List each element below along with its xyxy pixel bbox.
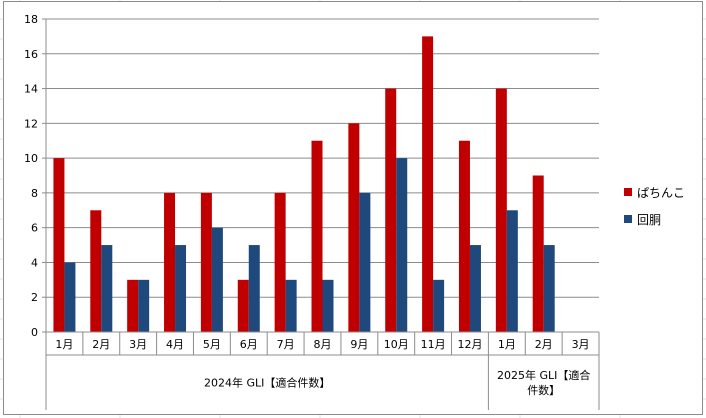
bar-series2[interactable] bbox=[64, 262, 76, 332]
y-tick-label: 12 bbox=[24, 117, 38, 130]
bar-series2[interactable] bbox=[469, 245, 481, 332]
y-tick-label: 2 bbox=[31, 291, 38, 304]
x-group-label: 件数】 bbox=[527, 384, 560, 397]
bar-series1[interactable] bbox=[422, 36, 434, 333]
bar-series1[interactable] bbox=[90, 210, 102, 332]
x-tick-label: 10月 bbox=[384, 338, 409, 351]
y-tick-label: 0 bbox=[31, 326, 38, 339]
x-group-label: 2025年 GLI【適合 bbox=[497, 368, 590, 382]
x-tick-label: 4月 bbox=[166, 338, 184, 351]
bar-series2[interactable] bbox=[359, 192, 371, 332]
bar-series1[interactable] bbox=[495, 88, 507, 332]
y-tick-label: 10 bbox=[24, 152, 38, 165]
bar-series1[interactable] bbox=[274, 192, 286, 332]
bar-series2[interactable] bbox=[506, 210, 518, 332]
x-tick-label: 6月 bbox=[240, 338, 258, 351]
x-tick-label: 5月 bbox=[203, 338, 221, 351]
x-tick-label: 2月 bbox=[535, 338, 553, 351]
bar-series1[interactable] bbox=[458, 140, 470, 332]
y-tick-label: 18 bbox=[24, 13, 38, 26]
chart-area[interactable]: 0 2 4 6 8 10 12 14 16 18 1月 2月 3月 4月 5月 6月 7月 8月 9月 10月 11月 1… bbox=[3, 1, 703, 415]
y-tick-label: 14 bbox=[24, 83, 38, 96]
bar-series1[interactable] bbox=[53, 158, 65, 332]
x-tick-label: 1月 bbox=[55, 338, 73, 351]
bar-series2[interactable] bbox=[138, 279, 150, 332]
bar-series1[interactable] bbox=[385, 88, 397, 332]
x-tick-label: 9月 bbox=[350, 338, 368, 351]
x-tick-label: 3月 bbox=[129, 338, 147, 351]
x-tick-label: 3月 bbox=[572, 338, 590, 351]
bar-series2[interactable] bbox=[322, 279, 334, 332]
bar-series1[interactable] bbox=[164, 192, 176, 332]
bar-series2[interactable] bbox=[175, 245, 187, 332]
legend-label: 回胴 bbox=[637, 213, 661, 227]
bar-series2[interactable] bbox=[433, 279, 445, 332]
legend-swatch bbox=[624, 188, 632, 196]
y-tick-label: 8 bbox=[31, 187, 38, 200]
bar-chart: 0 2 4 6 8 10 12 14 16 18 1月 2月 3月 4月 5月 6月 7月 8月 9月 10月 11月 1… bbox=[24, 13, 685, 410]
bar-series1[interactable] bbox=[532, 175, 544, 333]
bar-series1[interactable] bbox=[127, 279, 139, 332]
bar-series1[interactable] bbox=[311, 140, 323, 332]
x-tick-label: 7月 bbox=[277, 338, 295, 351]
legend-swatch bbox=[624, 215, 632, 223]
bar-series2[interactable] bbox=[248, 245, 260, 332]
bar-series1[interactable] bbox=[348, 123, 360, 332]
bar-series2[interactable] bbox=[285, 279, 297, 332]
y-tick-label: 6 bbox=[31, 222, 38, 235]
bar-series2[interactable] bbox=[396, 158, 408, 332]
x-tick-label: 1月 bbox=[498, 338, 516, 351]
y-tick-label: 4 bbox=[31, 256, 38, 269]
x-tick-label: 12月 bbox=[457, 338, 482, 351]
x-tick-label: 11月 bbox=[421, 338, 446, 351]
x-group-label: 2024年 GLI【適合件数】 bbox=[204, 376, 330, 390]
x-tick-label: 8月 bbox=[314, 338, 332, 351]
bar-series1[interactable] bbox=[237, 279, 249, 332]
bar-series2[interactable] bbox=[543, 245, 555, 332]
bar-series2[interactable] bbox=[211, 227, 223, 332]
legend-label: ぱちんこ bbox=[637, 186, 685, 200]
bar-series2[interactable] bbox=[101, 245, 113, 332]
y-tick-label: 16 bbox=[24, 48, 38, 61]
x-tick-label: 2月 bbox=[92, 338, 110, 351]
bar-series1[interactable] bbox=[200, 192, 212, 332]
